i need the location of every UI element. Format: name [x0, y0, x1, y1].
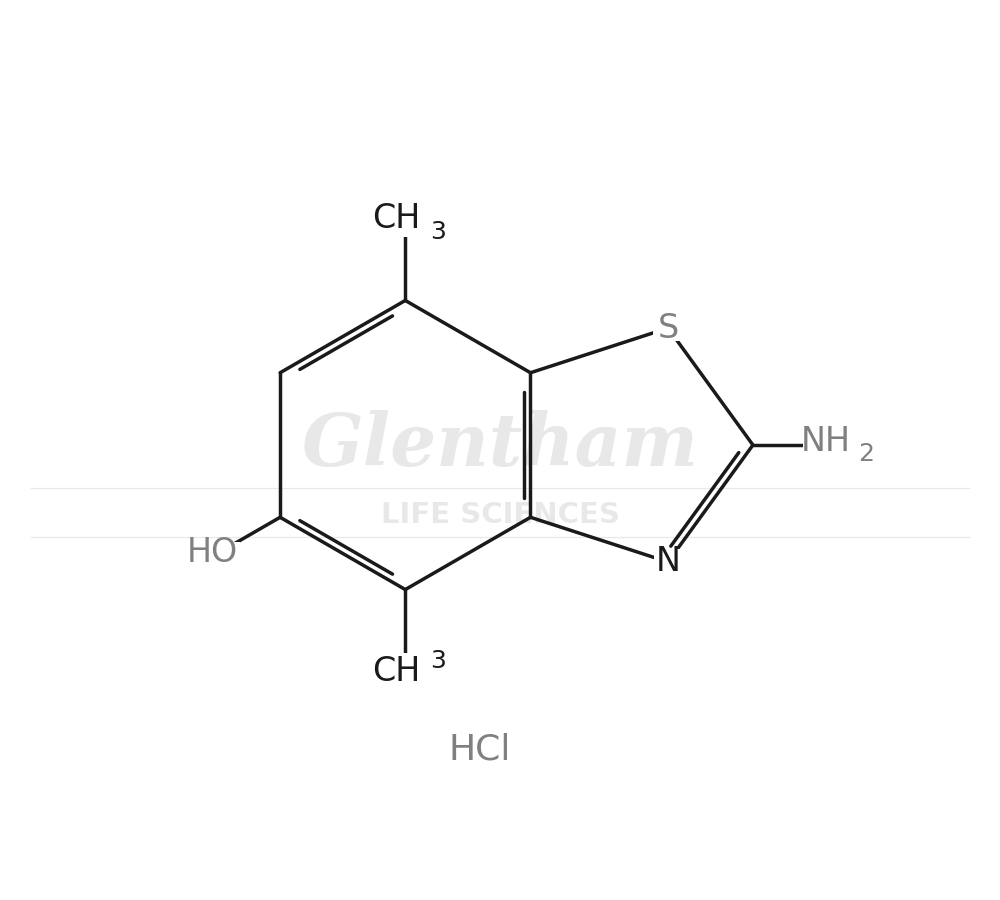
Text: HCl: HCl [449, 732, 511, 766]
Text: CH: CH [372, 202, 420, 235]
Text: Glentham: Glentham [302, 410, 698, 481]
Text: S: S [657, 311, 679, 345]
Text: N: N [655, 545, 680, 579]
Text: 3: 3 [430, 220, 446, 244]
Text: LIFE SCIENCES: LIFE SCIENCES [381, 500, 619, 529]
Text: 2: 2 [859, 442, 875, 466]
Text: 3: 3 [430, 649, 446, 673]
FancyBboxPatch shape [653, 315, 683, 341]
FancyBboxPatch shape [378, 653, 433, 681]
FancyBboxPatch shape [185, 542, 240, 570]
FancyBboxPatch shape [378, 209, 433, 237]
Text: NH: NH [801, 425, 851, 457]
Text: HO: HO [187, 536, 238, 569]
Text: CH: CH [372, 655, 420, 688]
FancyBboxPatch shape [654, 549, 682, 575]
FancyBboxPatch shape [803, 431, 858, 459]
